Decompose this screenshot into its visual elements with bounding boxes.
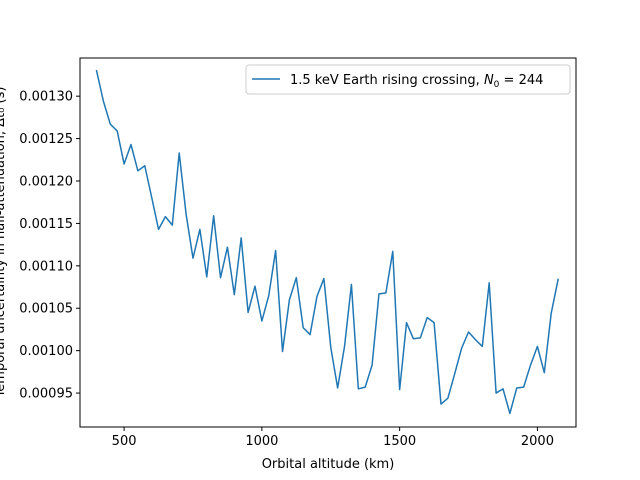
plot-frame: [79, 57, 577, 428]
ticks: 500 1000 1500 2000 0.00095 0.00100 0.00105 0.00…: [19, 90, 554, 449]
y-tick-label: 0.00120: [19, 175, 73, 190]
legend-text-suffix: = 244: [499, 73, 543, 88]
y-tick-label: 0.00100: [19, 344, 73, 359]
legend-box: [245, 64, 571, 95]
legend-entry: 1.5 keV Earth rising crossing, N0 = 244: [290, 73, 543, 90]
plot-area: [95, 69, 559, 415]
x-tick-label: 2000: [521, 434, 554, 449]
y-tick-label: 0.00110: [19, 259, 73, 274]
x-tick-label: 1000: [245, 434, 278, 449]
legend-text-prefix: 1.5 keV Earth rising crossing,: [290, 73, 484, 88]
y-tick-label: 0.00095: [19, 387, 73, 402]
y-tick-label: 0.00130: [19, 90, 73, 105]
y-axis-label: Temporal uncertainty in half-attenuation…: [0, 87, 8, 399]
x-tick-label: 500: [112, 434, 137, 449]
y-tick-label: 0.00125: [19, 132, 73, 147]
legend: 1.5 keV Earth rising crossing, N0 = 244: [245, 64, 571, 95]
x-axis-label: Orbital altitude (km): [262, 457, 395, 472]
legend-text-subscript: 0: [494, 80, 500, 90]
y-tick-label: 0.00115: [19, 217, 73, 232]
x-tick-label: 1500: [383, 434, 416, 449]
series-line: [95, 69, 559, 415]
legend-text-math: N: [484, 73, 494, 88]
y-tick-label: 0.00105: [19, 302, 73, 317]
